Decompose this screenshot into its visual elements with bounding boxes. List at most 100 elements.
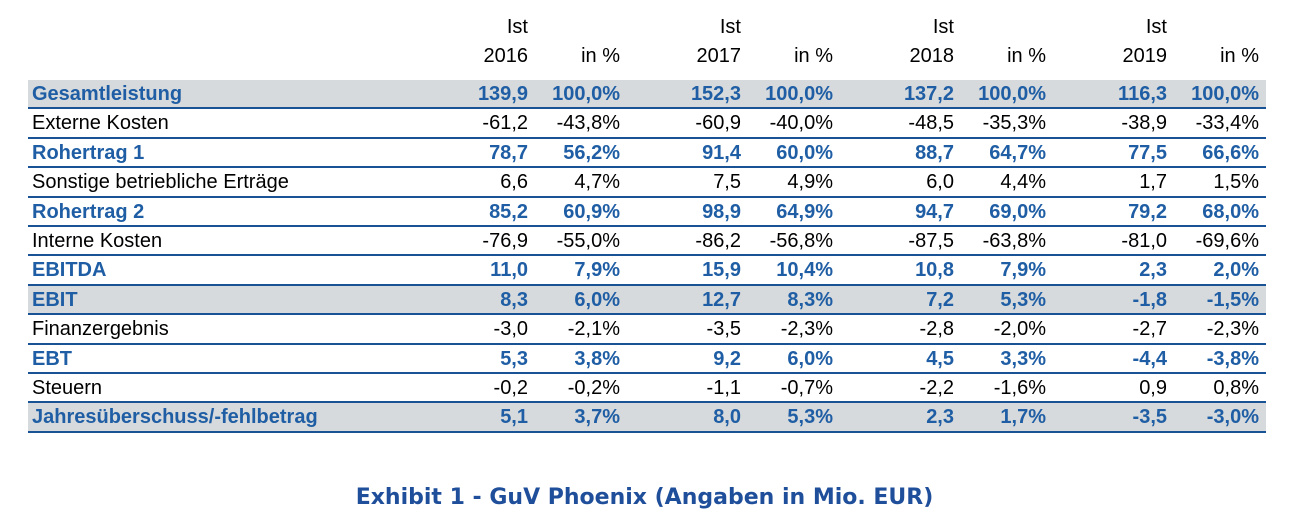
value-cell: -3,0 (493, 318, 528, 341)
value-cell: -3,5 (1132, 406, 1167, 429)
percent-cell: -3,0% (1206, 406, 1259, 429)
table-row: Interne Kosten -76,9 -55,0% -86,2 -56,8% -87,… (28, 227, 1266, 257)
value-cell: -48,5 (908, 112, 954, 135)
percent-cell: 5,3% (787, 406, 833, 429)
percent-cell: 64,9% (776, 200, 833, 223)
percent-cell: 6,0% (574, 288, 620, 311)
row-label: Gesamtleistung (32, 83, 183, 105)
percent-cell: 3,7% (574, 406, 620, 429)
value-cell: 94,7 (915, 200, 954, 223)
value-cell: -86,2 (695, 229, 741, 252)
value-cell: 78,7 (489, 141, 528, 164)
value-cell: 2,3 (1139, 259, 1167, 282)
table-row: Jahresüberschuss/-fehlbetrag 5,1 3,7% 8,0 5,… (28, 403, 1266, 433)
table-row: Gesamtleistung 139,9 100,0% 152,3 100,0% 137,… (28, 80, 1266, 110)
percent-cell: -63,8% (982, 229, 1046, 252)
percent-cell: 0,8% (1213, 376, 1259, 399)
percent-cell: -1,5% (1206, 288, 1259, 311)
percent-cell: 56,2% (563, 141, 620, 164)
row-label: Jahresüberschuss/-fehlbetrag (32, 406, 318, 429)
percent-cell: 100,0% (765, 83, 833, 105)
value-cell: -38,9 (1121, 112, 1167, 135)
table-row: Rohertrag 1 78,7 56,2% 91,4 60,0% 88,7 64,7% 77… (28, 139, 1266, 169)
table-header: Ist 2016 in % Ist 2017 in % Ist 2018 in % Ist 2019… (28, 10, 1266, 80)
guv-table: Ist 2016 in % Ist 2017 in % Ist 2018 in % Ist 2019… (28, 10, 1266, 433)
percent-cell: -69,6% (1195, 229, 1259, 252)
value-cell: 2,3 (926, 406, 954, 429)
value-cell: 6,6 (500, 171, 528, 194)
value-cell: -1,8 (1132, 288, 1167, 311)
table-body: Gesamtleistung 139,9 100,0% 152,3 100,0% 137,… (28, 80, 1266, 433)
value-cell: 137,2 (903, 83, 954, 105)
row-label: EBIT (32, 288, 78, 311)
percent-cell: 60,9% (563, 200, 620, 223)
percent-cell: -43,8% (556, 112, 620, 135)
percent-cell: 10,4% (776, 259, 833, 282)
header-pct: in % (794, 45, 833, 67)
value-cell: 15,9 (702, 259, 741, 282)
value-cell: 1,7 (1139, 171, 1167, 194)
percent-cell: -2,3% (1206, 318, 1259, 341)
value-cell: -81,0 (1121, 229, 1167, 252)
header-year: 2017 (696, 45, 742, 67)
header-ist: Ist (1145, 16, 1167, 38)
row-label: Interne Kosten (32, 229, 163, 252)
percent-cell: 3,8% (574, 347, 620, 370)
header-year: 2016 (483, 45, 529, 67)
row-label: Sonstige betriebliche Erträge (32, 171, 289, 194)
value-cell: -1,1 (706, 376, 741, 399)
table-row: Externe Kosten -61,2 -43,8% -60,9 -40,0% -48,… (28, 109, 1266, 139)
value-cell: -60,9 (695, 112, 741, 135)
value-cell: 4,5 (926, 347, 954, 370)
table-row: Sonstige betriebliche Erträge 6,6 4,7% 7,5 4… (28, 168, 1266, 198)
value-cell: 12,7 (702, 288, 741, 311)
percent-cell: 68,0% (1202, 200, 1259, 223)
header-ist: Ist (932, 16, 954, 38)
header-year: 2019 (1122, 45, 1168, 67)
percent-cell: 1,5% (1213, 171, 1259, 194)
value-cell: -2,7 (1132, 318, 1167, 341)
value-cell: 5,3 (500, 347, 528, 370)
value-cell: 98,9 (702, 200, 741, 223)
percent-cell: 4,9% (787, 171, 833, 194)
percent-cell: -3,8% (1206, 347, 1259, 370)
value-cell: 8,3 (500, 288, 528, 311)
value-cell: 152,3 (690, 83, 741, 105)
value-cell: 10,8 (915, 259, 954, 282)
percent-cell: 64,7% (989, 141, 1046, 164)
value-cell: 9,2 (713, 347, 741, 370)
value-cell: 79,2 (1128, 200, 1167, 223)
percent-cell: 60,0% (776, 141, 833, 164)
value-cell: 139,9 (477, 83, 528, 105)
percent-cell: -56,8% (769, 229, 833, 252)
header-ist: Ist (506, 16, 528, 38)
percent-cell: 7,9% (1000, 259, 1046, 282)
percent-cell: 66,6% (1202, 141, 1259, 164)
header-ist: Ist (719, 16, 741, 38)
value-cell: -2,2 (919, 376, 954, 399)
percent-cell: 1,7% (1000, 406, 1046, 429)
percent-cell: 7,9% (574, 259, 620, 282)
row-label: Steuern (32, 376, 103, 399)
percent-cell: -0,2% (567, 376, 620, 399)
value-cell: 85,2 (489, 200, 528, 223)
percent-cell: 100,0% (1191, 83, 1259, 105)
value-cell: 116,3 (1118, 83, 1167, 105)
value-cell: 11,0 (490, 259, 528, 282)
percent-cell: -0,7% (780, 376, 833, 399)
header-pct: in % (1007, 45, 1046, 67)
value-cell: -61,2 (482, 112, 528, 135)
row-label: Rohertrag 1 (32, 141, 145, 164)
row-label: EBT (32, 347, 72, 370)
percent-cell: 69,0% (989, 200, 1046, 223)
percent-cell: 8,3% (787, 288, 833, 311)
percent-cell: -35,3% (982, 112, 1046, 135)
header-pct: in % (1220, 45, 1259, 67)
table-row: EBITDA 11,0 7,9% 15,9 10,4% 10,8 7,9% 2,3 2,0% (28, 256, 1266, 286)
percent-cell: 100,0% (978, 83, 1046, 105)
table-row: Rohertrag 2 85,2 60,9% 98,9 64,9% 94,7 69,0% 79… (28, 198, 1266, 227)
value-cell: -76,9 (482, 229, 528, 252)
value-cell: 77,5 (1128, 141, 1167, 164)
percent-cell: 5,3% (1000, 288, 1046, 311)
header-year: 2018 (909, 45, 955, 67)
